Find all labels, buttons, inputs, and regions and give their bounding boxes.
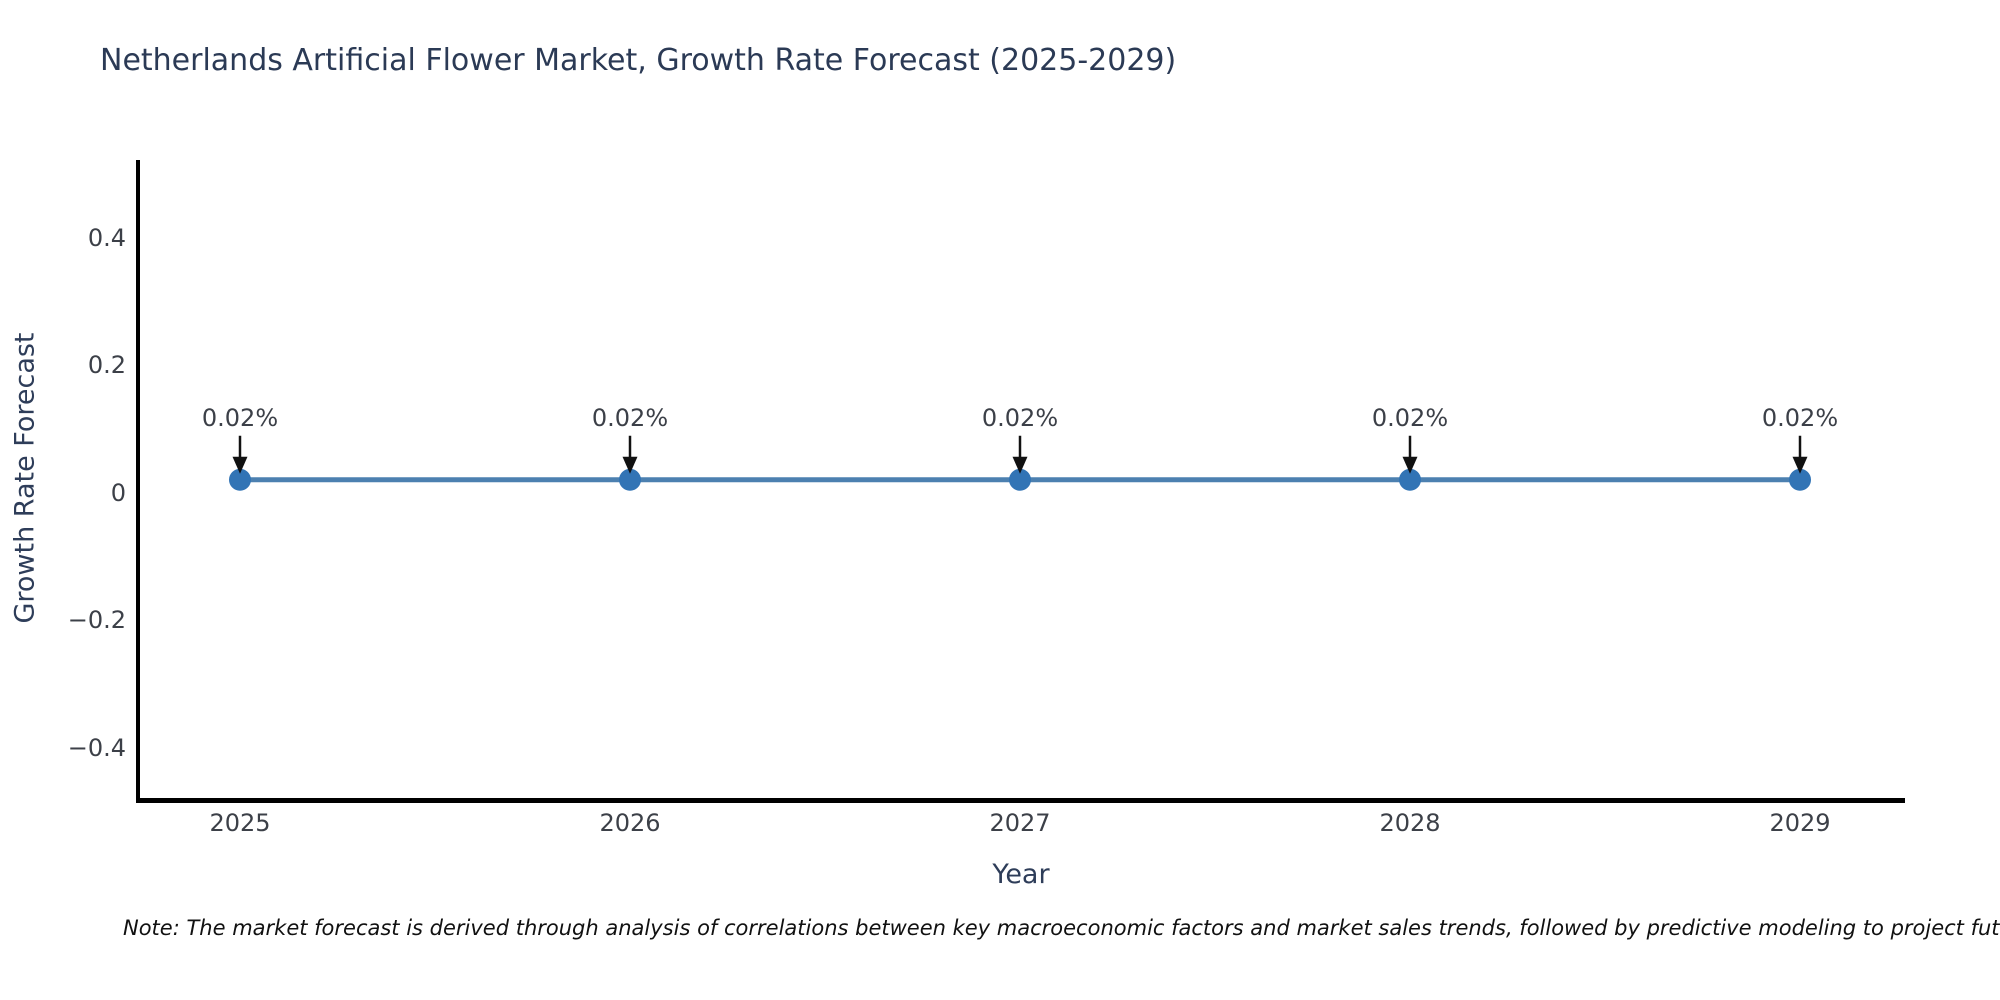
y-tick-label: 0.2 [87,351,126,379]
data-point-marker [1399,468,1421,491]
x-axis-title: Year [992,859,1050,890]
data-point-label: 0.02% [591,403,669,432]
x-axis-line [136,798,1905,803]
x-tick-label: 2028 [1379,809,1441,837]
data-point-marker [1009,468,1031,491]
x-tick-label: 2027 [989,809,1051,837]
annotation-arrow-head [1402,456,1418,474]
data-point-label: 0.02% [1761,403,1839,432]
data-point-label: 0.02% [1371,403,1449,432]
y-tick-label: 0 [110,478,126,507]
data-point-marker [619,468,641,491]
chart-title: Netherlands Artificial Flower Market, Gr… [100,43,1177,78]
annotation-arrow-head [232,456,248,474]
annotation-arrow-head [1792,456,1808,474]
footnote: Note: The market forecast is derived thr… [123,916,2000,940]
x-tick-label: 2026 [599,809,661,837]
data-point-marker [229,468,251,491]
data-point-label: 0.02% [981,403,1059,432]
y-tick-label: 0.4 [87,223,126,252]
data-point-label: 0.02% [201,403,279,432]
data-point-marker [1789,468,1811,491]
y-axis-line [136,160,140,803]
y-tick-label: −0.4 [67,733,126,762]
annotation-arrow-head [1012,456,1028,474]
y-tick-label: −0.2 [67,606,126,634]
x-tick-label: 2025 [209,809,271,837]
x-tick-label: 2029 [1769,809,1831,837]
annotation-arrow-head [622,456,638,474]
